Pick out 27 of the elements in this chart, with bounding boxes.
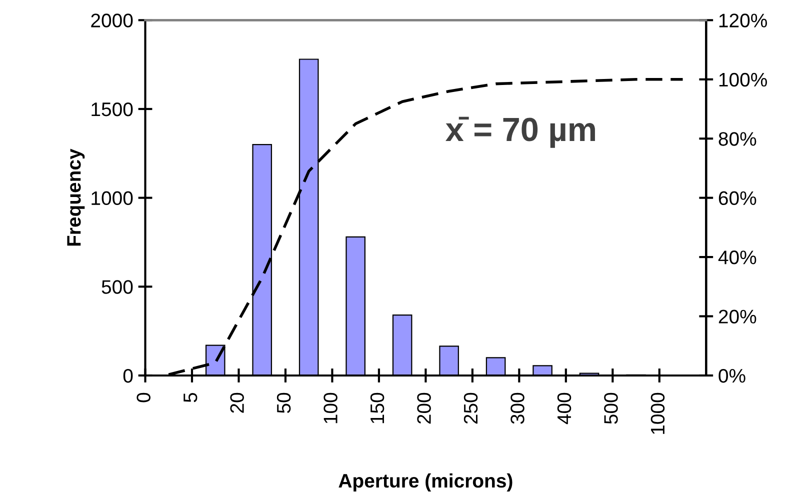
y2-tick-label: 60% [718, 191, 756, 206]
y-tick-label: 1500 [92, 102, 133, 116]
text: 400 [557, 392, 572, 424]
text: 1000 [650, 392, 665, 434]
text: 5 [184, 392, 198, 402]
y-tick-label: 1000 [92, 191, 133, 206]
text: 50 [276, 392, 291, 413]
annotation: x̄ = 70 µm [446, 116, 595, 148]
text: 150 [370, 392, 384, 424]
y2-tick-label: 80% [718, 132, 756, 146]
text: 100 [324, 392, 338, 424]
y-tick-label: 500 [102, 280, 133, 294]
y-tick-label: 0 [123, 368, 133, 383]
y2-tick-label: 0% [718, 368, 746, 383]
text: 200 [417, 392, 431, 424]
text: 0 [136, 392, 150, 402]
x-axis-title: Aperture (microns) [338, 473, 512, 492]
y2-tick-label: 40% [718, 250, 756, 264]
y-axis-title: Frequency [67, 148, 85, 246]
y2-tick-label: 100% [719, 72, 767, 87]
y2-tick-label: 120% [719, 14, 767, 28]
text: 250 [464, 392, 478, 424]
text: 300 [510, 392, 524, 424]
y-tick-label: 2000 [91, 14, 133, 28]
y2-tick-label: 20% [718, 310, 756, 324]
text: 500 [604, 392, 618, 424]
text: 20 [230, 392, 244, 413]
